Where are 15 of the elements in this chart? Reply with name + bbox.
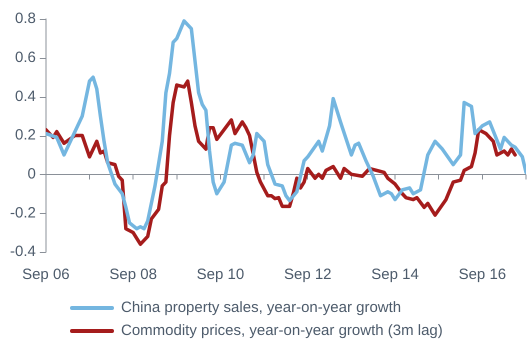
x-tick-label: Sep 08 <box>109 266 157 284</box>
y-tick-label: 0.8 <box>14 10 36 28</box>
y-tick-label: 0.6 <box>14 48 36 66</box>
x-tick-label: Sep 12 <box>284 266 332 284</box>
x-tick-label: Sep 16 <box>458 266 506 284</box>
x-tick-label: Sep 10 <box>196 266 244 284</box>
y-tick-label: -0.2 <box>10 204 36 222</box>
y-tick-label: 0 <box>28 165 36 182</box>
y-tick-label: -0.4 <box>10 243 36 260</box>
x-tick-label: Sep 06 <box>22 266 70 284</box>
y-tick-label: 0.2 <box>14 126 36 144</box>
x-tick-label: Sep 14 <box>371 266 419 284</box>
legend-label: Commodity prices, year-on-year growth (3m lag) <box>121 321 443 341</box>
y-tick-label: 0.4 <box>14 88 36 105</box>
legend-label: China property sales, year-on-year growth <box>121 298 402 318</box>
